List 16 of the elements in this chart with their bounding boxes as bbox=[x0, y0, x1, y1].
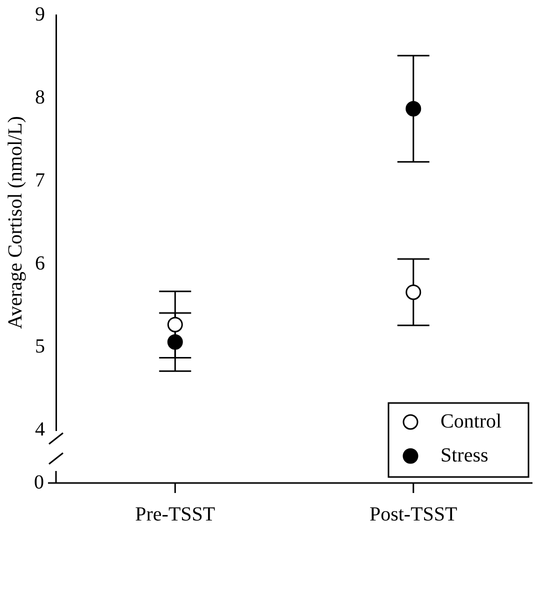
y-tick-label: 4 bbox=[35, 418, 45, 440]
y-tick-label: 8 bbox=[35, 86, 45, 108]
text: 0 bbox=[34, 471, 44, 494]
point bbox=[167, 316, 183, 332]
point bbox=[406, 101, 422, 117]
y-tick-label: 7 bbox=[35, 169, 45, 192]
y-tick-label: 6 bbox=[35, 252, 45, 274]
y-tick-label: 9 bbox=[35, 3, 45, 26]
y-axis-title: Average Cortisol (nmol/L) bbox=[4, 116, 26, 329]
y-tick-label: 5 bbox=[35, 335, 45, 358]
legend-label: Control bbox=[440, 410, 502, 432]
point bbox=[406, 284, 422, 300]
x-tick-label: Post-TSST bbox=[369, 503, 458, 526]
point bbox=[167, 334, 183, 350]
legend-label: Stress bbox=[440, 444, 488, 466]
x-tick-label: Pre-TSST bbox=[135, 503, 216, 526]
